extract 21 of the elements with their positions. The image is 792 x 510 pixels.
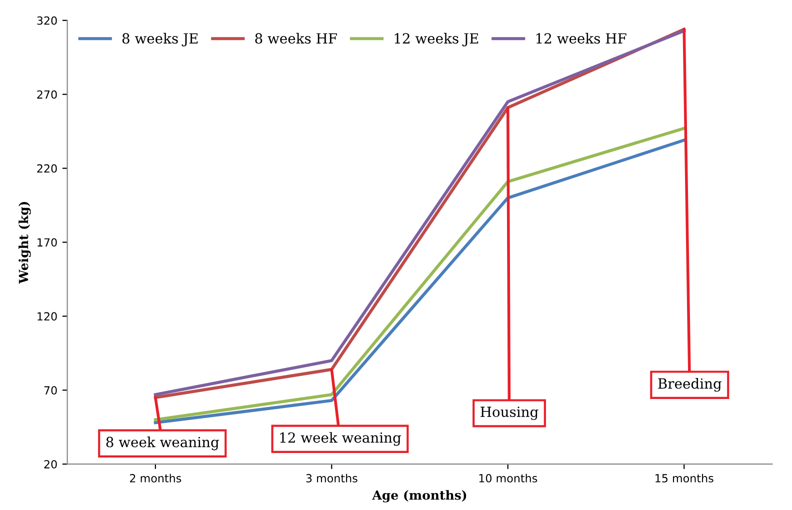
- annotation: 8 week weaning: [106, 436, 219, 450]
- legend-label: 12 weeks JE: [394, 32, 478, 46]
- legend-label: 12 weeks HF: [536, 32, 626, 44]
- x-tick-label: 15 months: [656, 474, 714, 482]
- y-tick-label: 220: [37, 164, 57, 173]
- annotation: Breeding: [658, 378, 722, 392]
- x-tick-label: 10 months: [479, 474, 538, 482]
- y-tick-label: 270: [37, 90, 57, 99]
- y-tick-label: 170: [38, 238, 57, 247]
- y-tick-label: 320: [37, 16, 57, 25]
- annotation: 12 week weaning: [280, 432, 402, 446]
- x-axis-title: Age (months): [372, 490, 466, 502]
- y-axis-title: Weight (kg): [18, 202, 31, 284]
- y-tick-label: 120: [38, 312, 57, 321]
- y-tick-label: 70: [44, 386, 57, 395]
- annotation: Housing: [480, 406, 538, 420]
- x-tick-label: 2 months: [130, 474, 182, 482]
- y-tick-label: 20: [44, 460, 57, 468]
- legend-label: 8 weeks HF: [255, 32, 337, 44]
- legend-label: 8 weeks JE: [122, 32, 198, 46]
- x-tick-label: 3 months: [306, 474, 358, 482]
